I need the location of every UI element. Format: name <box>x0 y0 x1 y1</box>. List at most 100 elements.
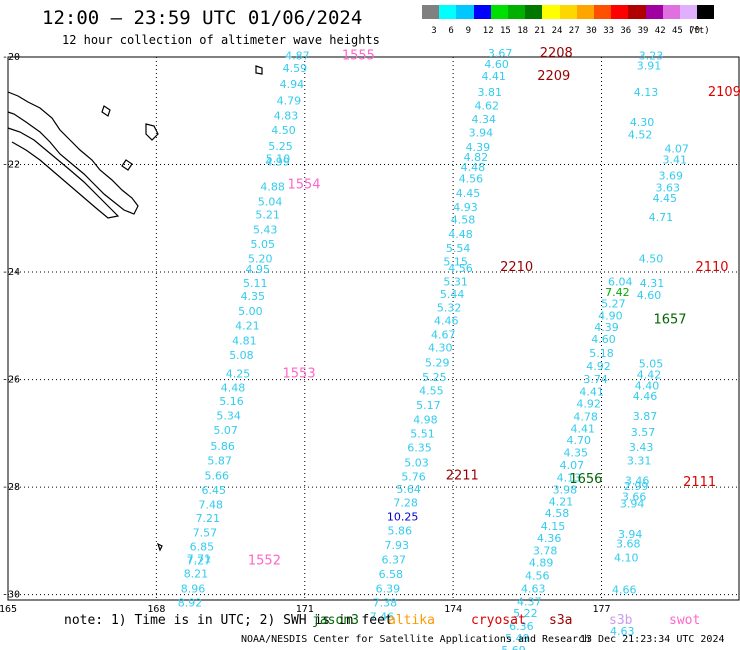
wave-height-value: 7.57 <box>193 527 218 540</box>
wave-height-value: 4.50 <box>639 252 664 265</box>
wave-height-value: 4.83 <box>274 109 299 122</box>
colorbar-tick-label: 70 <box>689 26 701 36</box>
wave-height-value: 3.57 <box>631 426 656 439</box>
wave-height-value: 3.94 <box>469 127 494 140</box>
wave-height-value: 8.92 <box>178 596 203 609</box>
sat-legend-cryosat: cryosat <box>471 613 526 628</box>
wave-height-value: 3.94 <box>620 498 645 511</box>
wave-height-value: 3.31 <box>627 455 652 468</box>
wave-height-value: 4.94 <box>280 78 305 91</box>
wave-height-value: 4.30 <box>428 342 453 355</box>
wave-height-value: 7.46 <box>370 610 395 623</box>
wave-height-value: 2.99 <box>624 480 649 493</box>
colorbar-tick-label: 33 <box>603 26 615 36</box>
wave-height-value: 4.59 <box>283 62 308 75</box>
wave-height-value: 6.58 <box>379 568 404 581</box>
wave-height-value: 5.66 <box>204 470 229 483</box>
wave-height-value: 5.05 <box>639 358 664 371</box>
wave-height-value: 4.41 <box>579 386 604 399</box>
wave-height-value: 6.45 <box>202 484 227 497</box>
sat-legend-altika: altika <box>388 613 435 628</box>
wave-height-value: 4.35 <box>241 290 266 303</box>
pass-time-label: 2210 <box>500 260 533 275</box>
wave-height-value: 4.39 <box>466 141 491 154</box>
wave-height-value: 3.69 <box>659 170 684 183</box>
coastline <box>101 105 111 117</box>
colorbar-tick-label: 6 <box>448 26 454 36</box>
wave-height-value: 8.96 <box>181 582 206 595</box>
wave-height-value: 4.45 <box>456 187 481 200</box>
wave-height-value: 4.10 <box>614 551 639 564</box>
lat-tick-label: -26 <box>2 375 20 386</box>
wave-height-value: 5.27 <box>601 298 626 311</box>
wave-height-value: 4.98 <box>413 414 438 427</box>
wave-height-value: 4.41 <box>481 70 506 83</box>
pass-time-label: 2110 <box>695 260 728 275</box>
wave-height-value: 4.36 <box>537 532 562 545</box>
colorbar-swatch <box>628 5 646 19</box>
wave-height-value: 3.63 <box>656 181 681 194</box>
wave-height-value: 5.25 <box>422 371 447 384</box>
wave-height-value: 4.56 <box>525 570 550 583</box>
wave-height-value: 5.15 <box>443 256 468 269</box>
wave-height-value: 6.85 <box>190 541 215 554</box>
note-text: note: 1) Time is in UTC; 2) SWH is in fe… <box>64 613 393 628</box>
wave-height-value: 4.63 <box>610 625 635 638</box>
wave-height-value: 4.45 <box>653 192 678 205</box>
coastline <box>145 123 159 141</box>
coastline <box>7 91 139 215</box>
wave-height-value: 3.91 <box>637 59 662 72</box>
lat-tick-label: -20 <box>2 52 20 63</box>
colorbar-tick-label: 21 <box>534 26 546 36</box>
wave-height-value: 4.56 <box>459 172 484 185</box>
map-frame <box>7 56 740 601</box>
colorbar-swatch <box>525 5 543 19</box>
wave-height-value: 4.13 <box>634 86 659 99</box>
colorbar-tick-label: 12 <box>482 26 494 36</box>
wave-height-value: 3.74 <box>583 373 608 386</box>
wave-height-value: 5.11 <box>243 277 268 290</box>
sat-legend-swot: swot <box>669 613 701 628</box>
wave-height-value: 4.81 <box>232 335 257 348</box>
wave-height-value: 5.18 <box>589 347 614 360</box>
pass-time-label: 2209 <box>537 69 570 84</box>
lon-tick-label: 171 <box>296 604 314 615</box>
wave-height-value: 4.07 <box>664 143 689 156</box>
wave-height-value: 3.43 <box>629 441 654 454</box>
coastline <box>255 65 263 75</box>
wave-height-value: 5.86 <box>210 440 235 453</box>
colorbar-swatch <box>422 5 440 19</box>
colorbar-tick-label: 18 <box>517 26 529 36</box>
wave-height-value: 4.82 <box>464 151 489 164</box>
wave-height-value: 4.25 <box>226 367 251 380</box>
colorbar-tick-label: 3 <box>431 26 437 36</box>
wave-height-value: 3.98 <box>553 484 578 497</box>
colorbar-swatch <box>439 5 457 19</box>
wave-height-value: 4.78 <box>573 410 598 423</box>
colorbar-swatch <box>645 5 663 19</box>
pass-time-label: 2211 <box>446 469 479 484</box>
sat-legend-jason3: jason3 <box>312 613 359 628</box>
wave-height-value: 4.89 <box>529 557 554 570</box>
wave-height-value: 4.71 <box>649 211 674 224</box>
wave-height-value: 5.03 <box>404 457 429 470</box>
colorbar-swatch <box>680 5 698 19</box>
wave-height-value: 4.90 <box>598 309 623 322</box>
wave-height-value: 4.63 <box>521 582 546 595</box>
wave-height-value: 5.07 <box>213 424 238 437</box>
colorbar-tick-label: 27 <box>568 26 580 36</box>
wave-height-value: 3.41 <box>662 153 687 166</box>
wave-height-value: 5.20 <box>248 252 273 265</box>
wave-height-value: 4.46 <box>633 390 658 403</box>
wave-height-value: 4.66 <box>612 584 637 597</box>
wave-height-value: 5.49 <box>505 632 530 645</box>
wave-height-value: 4.35 <box>564 446 589 459</box>
lon-tick-label: 174 <box>444 604 462 615</box>
wave-height-value: 4.60 <box>484 58 509 71</box>
lon-tick-label: 177 <box>593 604 611 615</box>
colorbar-swatch <box>611 5 629 19</box>
wave-height-value: 4.95 <box>246 263 271 276</box>
wave-height-value: 5.51 <box>410 428 435 441</box>
wave-height-value: 7.28 <box>393 496 418 509</box>
wave-height-value: 6.39 <box>376 582 401 595</box>
